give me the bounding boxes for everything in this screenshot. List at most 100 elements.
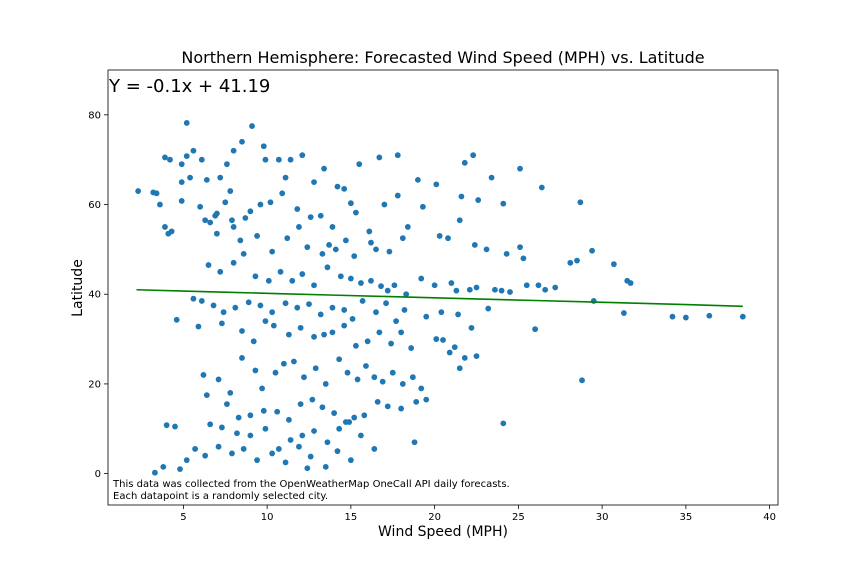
data-point — [160, 463, 167, 470]
data-point — [358, 432, 364, 439]
data-point — [282, 174, 289, 181]
data-point — [353, 342, 359, 349]
data-point — [212, 212, 219, 219]
plot-frame — [107, 69, 779, 506]
data-point — [520, 255, 527, 262]
data-point — [448, 280, 455, 286]
data-point — [247, 208, 254, 215]
data-point — [347, 275, 354, 282]
y-tick-label: 60 — [88, 200, 101, 211]
data-point — [589, 247, 595, 254]
data-point — [319, 404, 326, 411]
data-point — [384, 403, 391, 410]
data-point — [567, 259, 574, 266]
data-point — [398, 329, 405, 336]
data-point — [235, 414, 242, 421]
data-point — [229, 217, 235, 224]
data-point — [287, 437, 294, 443]
data-point — [456, 217, 463, 224]
data-point — [458, 193, 465, 200]
data-point — [627, 280, 634, 286]
data-point — [282, 459, 289, 466]
data-point — [203, 392, 210, 399]
data-point — [440, 337, 446, 343]
data-point — [621, 310, 627, 316]
data-point — [371, 374, 378, 381]
data-point — [200, 372, 207, 378]
data-point — [227, 188, 234, 194]
data-point — [322, 381, 329, 387]
data-point — [324, 439, 331, 446]
data-point — [358, 280, 364, 286]
data-point — [326, 241, 332, 248]
data-point — [234, 430, 240, 437]
data-point — [433, 336, 440, 342]
x-tick-label: 25 — [512, 512, 525, 523]
data-point — [207, 219, 214, 226]
data-point — [423, 396, 430, 403]
data-point — [373, 246, 379, 253]
data-point — [219, 424, 225, 431]
data-point — [455, 311, 461, 318]
data-point — [431, 282, 438, 289]
data-point — [329, 329, 336, 336]
data-point — [157, 201, 163, 208]
chart-title: Northern Hemisphere: Forecasted Wind Spe… — [181, 48, 704, 67]
data-point — [475, 197, 482, 203]
data-point — [297, 401, 304, 407]
data-point — [277, 268, 284, 275]
data-point — [517, 244, 523, 251]
data-point — [254, 457, 260, 464]
data-point — [324, 264, 331, 271]
data-point — [172, 423, 178, 430]
data-point — [284, 235, 291, 242]
data-point — [418, 385, 425, 392]
data-point — [183, 120, 190, 126]
data-point — [269, 248, 276, 255]
data-point — [317, 311, 324, 318]
data-point — [373, 309, 379, 316]
x-tick-label: 40 — [763, 512, 776, 523]
data-point — [488, 174, 495, 181]
data-point — [337, 273, 344, 280]
data-point — [364, 338, 371, 345]
data-point — [368, 239, 374, 246]
data-point — [341, 322, 348, 329]
data-point — [383, 300, 389, 307]
data-point — [217, 268, 224, 275]
data-point — [162, 154, 168, 161]
data-point — [239, 328, 245, 334]
data-point — [378, 283, 384, 290]
data-point — [532, 326, 539, 333]
data-point — [538, 184, 545, 191]
data-point — [341, 185, 348, 192]
data-point — [240, 446, 247, 452]
data-point — [262, 425, 269, 432]
y-tick-label: 20 — [88, 379, 101, 390]
data-point — [379, 378, 386, 385]
data-point — [311, 179, 317, 186]
x-tick-label: 5 — [180, 512, 186, 523]
data-point — [574, 257, 580, 264]
data-point — [230, 224, 237, 230]
data-point — [384, 287, 391, 294]
data-point — [347, 200, 354, 207]
y-axis-label: Latitude — [70, 259, 86, 317]
data-point — [252, 273, 259, 280]
data-point — [361, 412, 368, 419]
data-point — [249, 123, 255, 129]
data-point — [257, 201, 264, 208]
data-point — [311, 282, 317, 289]
data-point — [306, 301, 312, 307]
data-point — [336, 356, 343, 363]
data-point — [299, 152, 306, 159]
data-point — [386, 248, 393, 255]
data-point — [178, 179, 185, 186]
data-point — [195, 323, 202, 330]
x-tick-label: 15 — [345, 512, 358, 523]
data-point — [294, 206, 301, 212]
data-point — [215, 376, 222, 383]
data-point — [267, 199, 274, 206]
plot-area: 5 10 15 20 25 30 35 40 0 20 40 60 80 — [88, 69, 779, 523]
